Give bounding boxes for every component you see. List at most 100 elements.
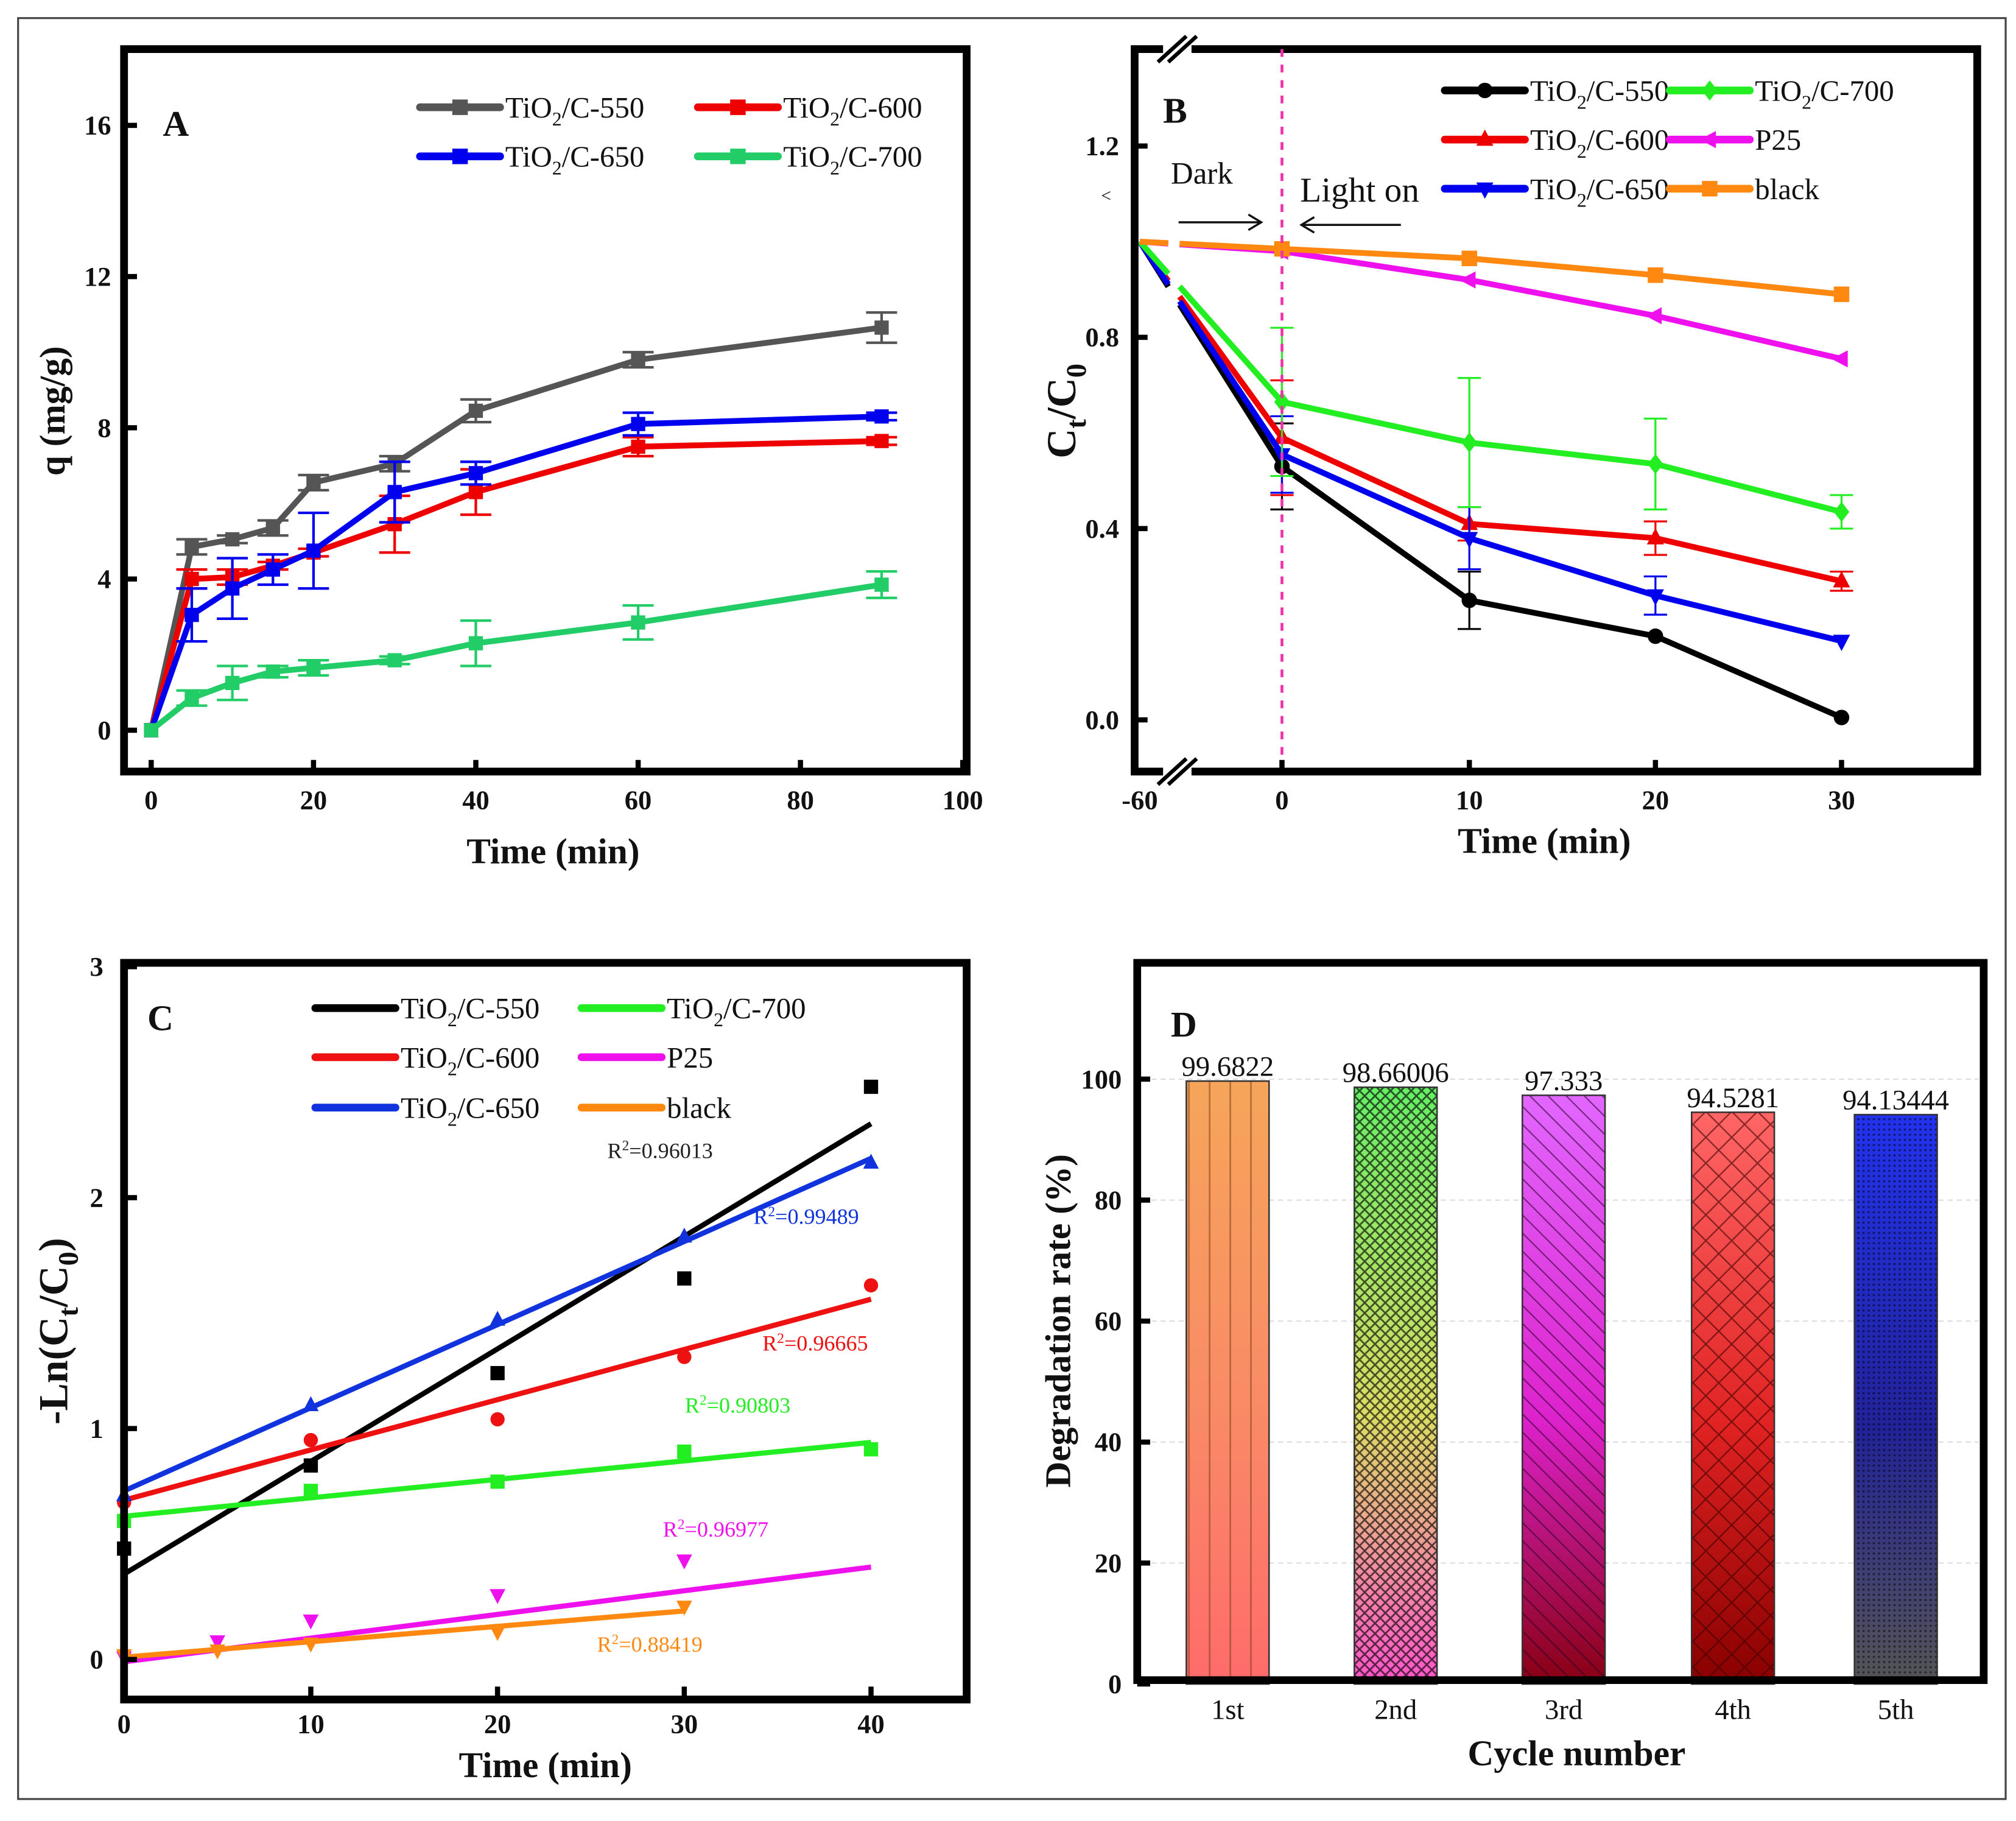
y-tick-label: 0 [1108,1669,1122,1699]
bar-1st: 99.6822 1st [1181,1051,1274,1726]
panel-b-legend: TiO2/C-550 TiO2/C-700 TiO2/C-600 P25 TiO2/C-… [1441,75,1894,211]
series-line-dark-a [1137,239,1171,276]
x-tick-label: 40 [462,784,490,815]
data-point [863,1442,879,1457]
data-point [874,409,889,424]
series-line [1280,435,1842,584]
data-point [863,1278,879,1293]
y-tick-label: 60 [1095,1306,1122,1336]
data-point [677,1271,692,1286]
legend-marker-icon [730,99,746,115]
data-point [468,466,483,481]
data-point [184,607,199,622]
data-point [677,1444,692,1459]
legend-label: TiO2/C-650 [1530,173,1669,211]
light-arrow-icon [1299,216,1401,234]
data-point [1646,528,1664,544]
data-point [387,485,402,499]
data-point [1461,532,1478,549]
y-tick-label: 3 [90,951,104,982]
series-TiO2/C-550 [1137,240,1850,725]
data-point [863,1154,879,1169]
light-on-label: Light on [1300,171,1419,210]
series-line [1281,399,1842,515]
panel-b-y-title: Ct/C0 [1038,364,1092,459]
legend-label: TiO2/C-650 [401,1092,539,1130]
data-point [1461,250,1477,267]
x-tick-label: 40 [857,1709,885,1739]
legend-marker-icon [1476,182,1494,199]
data-point [1645,307,1662,325]
data-point [631,439,645,454]
bar-value-label: 99.6822 [1181,1051,1274,1083]
series-line-dark-a [1139,239,1168,246]
series-TiO2/C-650 [144,409,897,738]
r-squared-label: R2=0.96977 [663,1516,768,1541]
series-black [1139,239,1850,302]
data-point [1461,592,1477,608]
legend-marker-icon [730,149,746,164]
data-point [631,615,645,630]
bar-value-label: 97.333 [1525,1065,1603,1097]
legend-label: P25 [1755,124,1801,157]
x-tick-label: 20 [1642,784,1670,815]
panel-c-legend: TiO2/C-550 TiO2/C-700 TiO2/C-600 P25 TiO2/C-… [311,992,806,1130]
data-point [209,1635,225,1650]
y-tick-label: 0.4 [1085,513,1119,544]
data-point [303,1484,318,1498]
data-point [677,1350,692,1364]
data-point [225,675,240,691]
series-TiO2/C-600 [144,434,897,738]
data-point [184,540,199,554]
bar-pattern [1185,1080,1270,1685]
panel-d: 99.6822 1st 98.66006 2nd 97.333 3rd 94.5281 4th… [1038,959,1988,1773]
legend-label: black [1755,173,1819,206]
legend-marker-icon [1702,80,1718,101]
data-point [387,653,402,667]
data-point [1833,571,1850,588]
legend-label: TiO2/C-600 [783,91,922,130]
data-point [874,577,889,592]
data-point [468,485,483,499]
data-point [1646,589,1664,606]
panel-b-letter: B [1163,91,1187,131]
legend-marker-icon [1476,129,1494,146]
category-label: 4th [1715,1694,1751,1725]
legend-label: TiO2/C-600 [1530,124,1669,162]
data-point [1833,710,1850,725]
category-label: 2nd [1374,1694,1417,1725]
data-point [306,543,321,558]
data-point [225,581,240,596]
legend-marker-icon [452,99,468,115]
x-tick-label: 100 [943,784,983,815]
series-line [1281,248,1842,362]
series-line [148,414,882,731]
bar-pattern [1521,1094,1606,1685]
data-point [1648,454,1663,474]
data-point [303,1637,319,1653]
bar-2nd: 98.66006 2nd [1343,1057,1449,1726]
data-point [184,691,199,705]
x-tick-label: 10 [1456,784,1483,815]
y-tick-label: 4 [97,564,111,594]
legend-marker-icon [1699,131,1716,149]
legend-label: TiO2/C-700 [1755,75,1894,113]
series-line [149,582,882,733]
data-point [265,562,280,577]
legend-label: TiO2/C-700 [783,141,922,179]
series-line [1280,451,1842,644]
data-point [1648,267,1663,283]
bar-5th: 94.13444 5th [1842,1085,1949,1726]
data-point [144,723,158,738]
x-tick-label: 0 [1275,784,1288,815]
data-point [1833,286,1850,302]
data-point [265,521,280,535]
panel-a: 0 20 40 60 80 100 0 4 8 12 16 A Time (min) q (mg/g… [32,45,983,872]
bar-value-label: 98.66006 [1343,1057,1449,1089]
x-tick-label: 20 [484,1709,511,1739]
legend-label: TiO2/C-550 [505,91,644,130]
data-point [184,572,199,586]
y-tick-label: 0 [97,715,111,745]
bar-value-label: 94.5281 [1687,1082,1779,1114]
x-tick-label: 60 [625,784,652,815]
